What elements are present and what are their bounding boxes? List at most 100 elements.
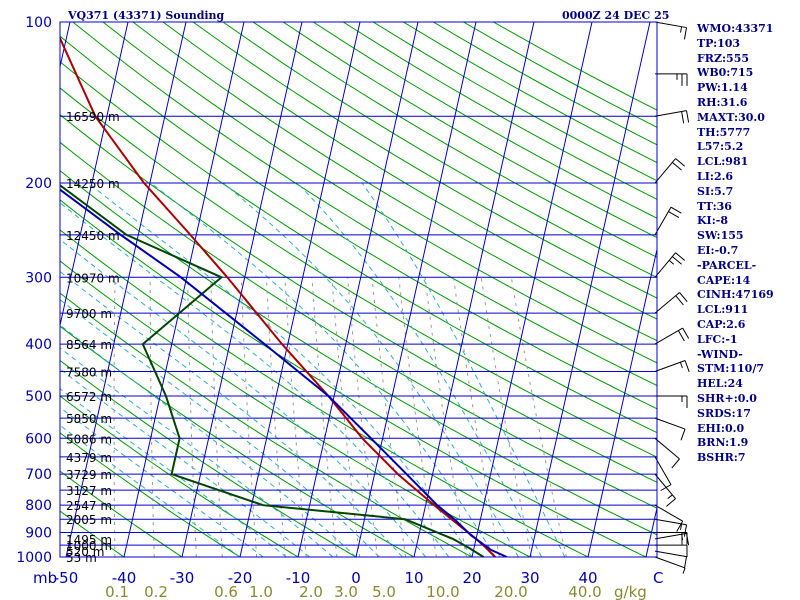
mixing-ratio-label: 0.1: [105, 583, 129, 600]
temperature-tick-label: 0: [351, 569, 361, 587]
temperature-tick-label: 10: [404, 569, 423, 587]
stat-item: LCL:981: [697, 155, 749, 169]
stat-item: LFC:-1: [697, 332, 738, 346]
stat-item: MAXT:30.0: [697, 110, 765, 124]
wind-barb-staff: [654, 21, 687, 29]
wind-barb-flag: [675, 158, 686, 167]
wind-barb: [654, 437, 680, 469]
height-label: 1495 m: [66, 533, 112, 547]
dry-adiabat: [60, 61, 657, 434]
wind-barb-staff: [654, 158, 676, 184]
isotherm: [587, 247, 657, 557]
wind-barb-flag: [680, 428, 686, 441]
dry-adiabat: [162, 22, 657, 320]
wind-barb: [654, 292, 688, 314]
wind-barb-flag: [675, 295, 684, 306]
wind-barb: [655, 544, 688, 558]
height-label: 5850 m: [66, 412, 112, 426]
stat-item: RH:31.6: [697, 95, 748, 109]
temperature-line: [60, 35, 496, 557]
plot-frame: [59, 21, 658, 558]
isotherm: [297, 22, 419, 557]
pressure-label: 400: [25, 337, 52, 353]
wind-barb: [654, 550, 688, 569]
height-label: 16590 m: [66, 110, 120, 124]
mixing-ratio-unit: g/kg: [614, 583, 647, 600]
height-label: 14250 m: [66, 177, 120, 191]
dry-adiabat: [60, 395, 299, 557]
pressure-axis: 100 200 300 400 500 600 700 800 900 1000: [16, 15, 52, 566]
stat-item: LCL:911: [697, 303, 749, 317]
wind-barb-flag: [686, 110, 690, 123]
wind-barb-flag: [684, 360, 690, 372]
mixing-ratio-label: 1.0: [249, 583, 273, 600]
pressure-label: 500: [25, 389, 52, 405]
wind-barb-flag: [682, 327, 690, 339]
temperature-tick-label: 30: [520, 569, 539, 587]
dry-adiabat: [60, 35, 657, 410]
mixing-ratio-line: [453, 277, 500, 557]
stat-item: WMO:43371: [697, 22, 774, 35]
wind-barb-flag: [660, 484, 672, 492]
isotherm: [529, 22, 651, 557]
stat-item: EI:-0.7: [697, 243, 739, 257]
stat-item: BRN:1.9: [697, 436, 749, 450]
dry-adiabat: [60, 229, 590, 557]
wind-barb-staff: [654, 556, 686, 569]
pressure-label: 600: [25, 431, 52, 447]
wind-barb: [654, 417, 686, 441]
mixing-ratio-label: 2.0: [299, 583, 323, 600]
mixing-ratio-label: 20.0: [494, 583, 527, 600]
wind-barb-staff: [654, 437, 680, 460]
wind-barb-flag: [675, 252, 686, 261]
height-label: 10970 m: [66, 271, 120, 285]
dry-adiabat: [60, 470, 183, 557]
stat-item: HEL:24: [697, 377, 743, 391]
isotherm: [60, 22, 129, 328]
temperature-tick-label: -30: [170, 569, 195, 587]
height-label: 520 m: [66, 545, 104, 559]
wind-barb-flag: [677, 330, 685, 342]
stat-item: FRZ:555: [697, 51, 750, 65]
wind-barb-half-flag: [667, 494, 673, 500]
moist-adiabat: [296, 182, 543, 557]
height-label: 7580 m: [66, 365, 112, 379]
wind-barb-flag: [679, 292, 688, 303]
wind-barb-flag: [671, 458, 680, 469]
dry-adiabat: [192, 22, 657, 299]
dry-adiabat: [60, 432, 241, 557]
height-label: 2547 m: [66, 499, 112, 513]
dry-adiabat: [252, 22, 657, 258]
wind-barb-flag: [683, 27, 688, 40]
wind-barb-staff: [654, 327, 683, 345]
wind-barb: [655, 532, 688, 545]
wind-barb: [654, 21, 688, 40]
isotherm: [413, 22, 535, 557]
mixing-ratio-label: 0.2: [144, 583, 168, 600]
wind-barb: [654, 456, 672, 492]
dry-adiabat: [60, 260, 532, 557]
pressure-label: 800: [25, 498, 52, 514]
stat-item: TH:5777: [697, 125, 751, 139]
dry-adiabat: [60, 199, 648, 557]
dry-adiabat: [60, 325, 416, 557]
stat-item: STM:110/7: [697, 362, 764, 376]
wind-barb-half-flag: [682, 567, 686, 574]
dry-adiabat: [60, 141, 657, 509]
stat-item: TP:103: [697, 36, 741, 50]
x-unit-label: C: [653, 569, 663, 587]
temperature-tick-label: -10: [286, 569, 311, 587]
height-label: 9700 m: [66, 307, 112, 321]
wind-barb-flag: [666, 498, 676, 507]
mixing-ratio-line: [284, 277, 307, 557]
isotherm: [181, 22, 303, 557]
mixing-ratio-axis: 0.1 0.2 0.6 1.0 2.0 3.0 5.0 10.0 20.0 40.0 g/kg: [105, 583, 647, 600]
background-grid: [60, 22, 657, 557]
wind-barbs: [654, 21, 690, 574]
wind-barb-flag: [668, 211, 680, 218]
height-label: 3729 m: [66, 468, 112, 482]
temperature-axis: -50 -40 -30 -20 -10 0 10 20 30 40 mb C: [33, 569, 663, 587]
height-label: 5086 m: [66, 432, 112, 446]
pressure-label: 200: [25, 176, 52, 192]
stat-item: -WIND-: [697, 347, 743, 361]
